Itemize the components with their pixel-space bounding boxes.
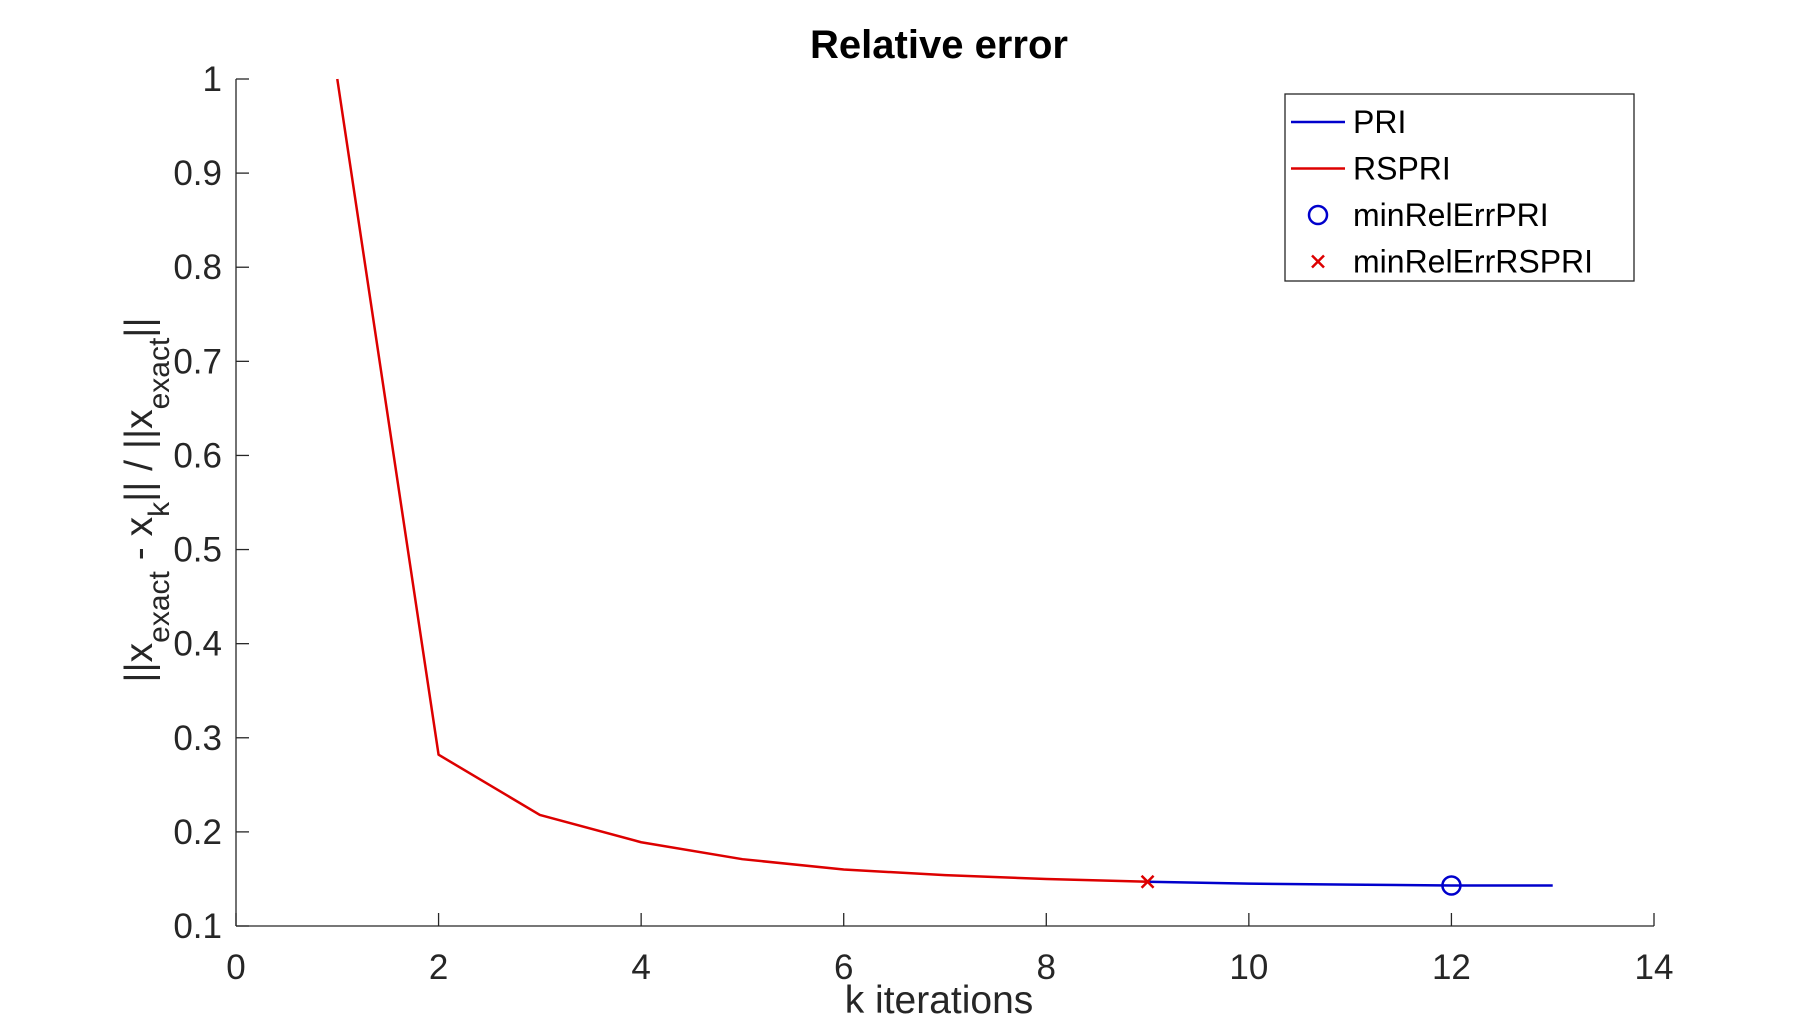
x-tick-label: 0 bbox=[226, 948, 245, 987]
chart-title: Relative error bbox=[810, 23, 1068, 67]
y-ticks: 0.1 0.2 0.3 0.4 0.5 0.6 0.7 0.8 0.9 1 bbox=[173, 60, 249, 946]
y-tick-label: 0.1 bbox=[173, 907, 222, 946]
y-tick-label: 0.4 bbox=[173, 625, 222, 664]
x-tick-label: 8 bbox=[1037, 948, 1056, 987]
y-tick-label: 0.3 bbox=[173, 719, 222, 758]
legend: PRI RSPRI minRelErrPRI minRelErrRSPRI bbox=[1284, 93, 1635, 282]
x-axis-label: k iterations bbox=[845, 979, 1034, 1022]
y-label-sub-3: exact bbox=[143, 337, 176, 409]
legend-swatch-minrelerrrspri bbox=[1311, 254, 1325, 269]
x-tick-label: 4 bbox=[631, 948, 650, 987]
y-tick-label: 0.9 bbox=[173, 154, 222, 193]
y-label-part-3: || / ||x bbox=[118, 409, 161, 502]
y-tick-label: 0.6 bbox=[173, 436, 222, 475]
x-tick-label: 6 bbox=[834, 948, 853, 987]
x-ticks: 0 2 4 6 8 10 12 14 bbox=[226, 913, 1673, 987]
y-axis-label: ||xexact - xk|| / ||xexact|| bbox=[118, 317, 176, 682]
y-tick-label: 0.2 bbox=[173, 813, 222, 852]
series-line-rspri bbox=[336, 78, 1148, 884]
legend-label-minrelerrpri: minRelErrPRI bbox=[1353, 197, 1549, 233]
x-tick-label: 14 bbox=[1635, 948, 1674, 987]
y-tick-label: 0.5 bbox=[173, 531, 222, 570]
legend-label-pri: PRI bbox=[1353, 104, 1406, 140]
y-tick-label: 0.8 bbox=[173, 248, 222, 287]
y-label-part-2: - x bbox=[118, 516, 161, 571]
marker-minrelerrpri bbox=[1441, 875, 1462, 896]
legend-box bbox=[1284, 93, 1635, 282]
y-label-part-4: || bbox=[118, 317, 161, 337]
y-label-sub-2: k bbox=[143, 501, 176, 517]
axes bbox=[235, 79, 1654, 927]
legend-label-rspri: RSPRI bbox=[1353, 151, 1451, 187]
legend-swatch-minrelerrpri bbox=[1307, 204, 1329, 226]
x-tick-label: 12 bbox=[1432, 948, 1471, 987]
marker-minrelerrrspri bbox=[1140, 874, 1155, 889]
y-tick-label: 0.7 bbox=[173, 342, 222, 381]
x-tick-label: 2 bbox=[429, 948, 448, 987]
y-label-sub-1: exact bbox=[143, 570, 176, 642]
legend-items: PRI RSPRI minRelErrPRI minRelErrRSPRI bbox=[1291, 104, 1593, 280]
plot-lines bbox=[336, 78, 1553, 896]
y-label-part-1: ||x bbox=[118, 642, 161, 682]
x-tick-label: 10 bbox=[1229, 948, 1268, 987]
series-line-pri bbox=[1147, 880, 1553, 887]
legend-label-minrelerrrspri: minRelErrRSPRI bbox=[1353, 244, 1593, 280]
y-tick-label: 1 bbox=[203, 60, 222, 99]
